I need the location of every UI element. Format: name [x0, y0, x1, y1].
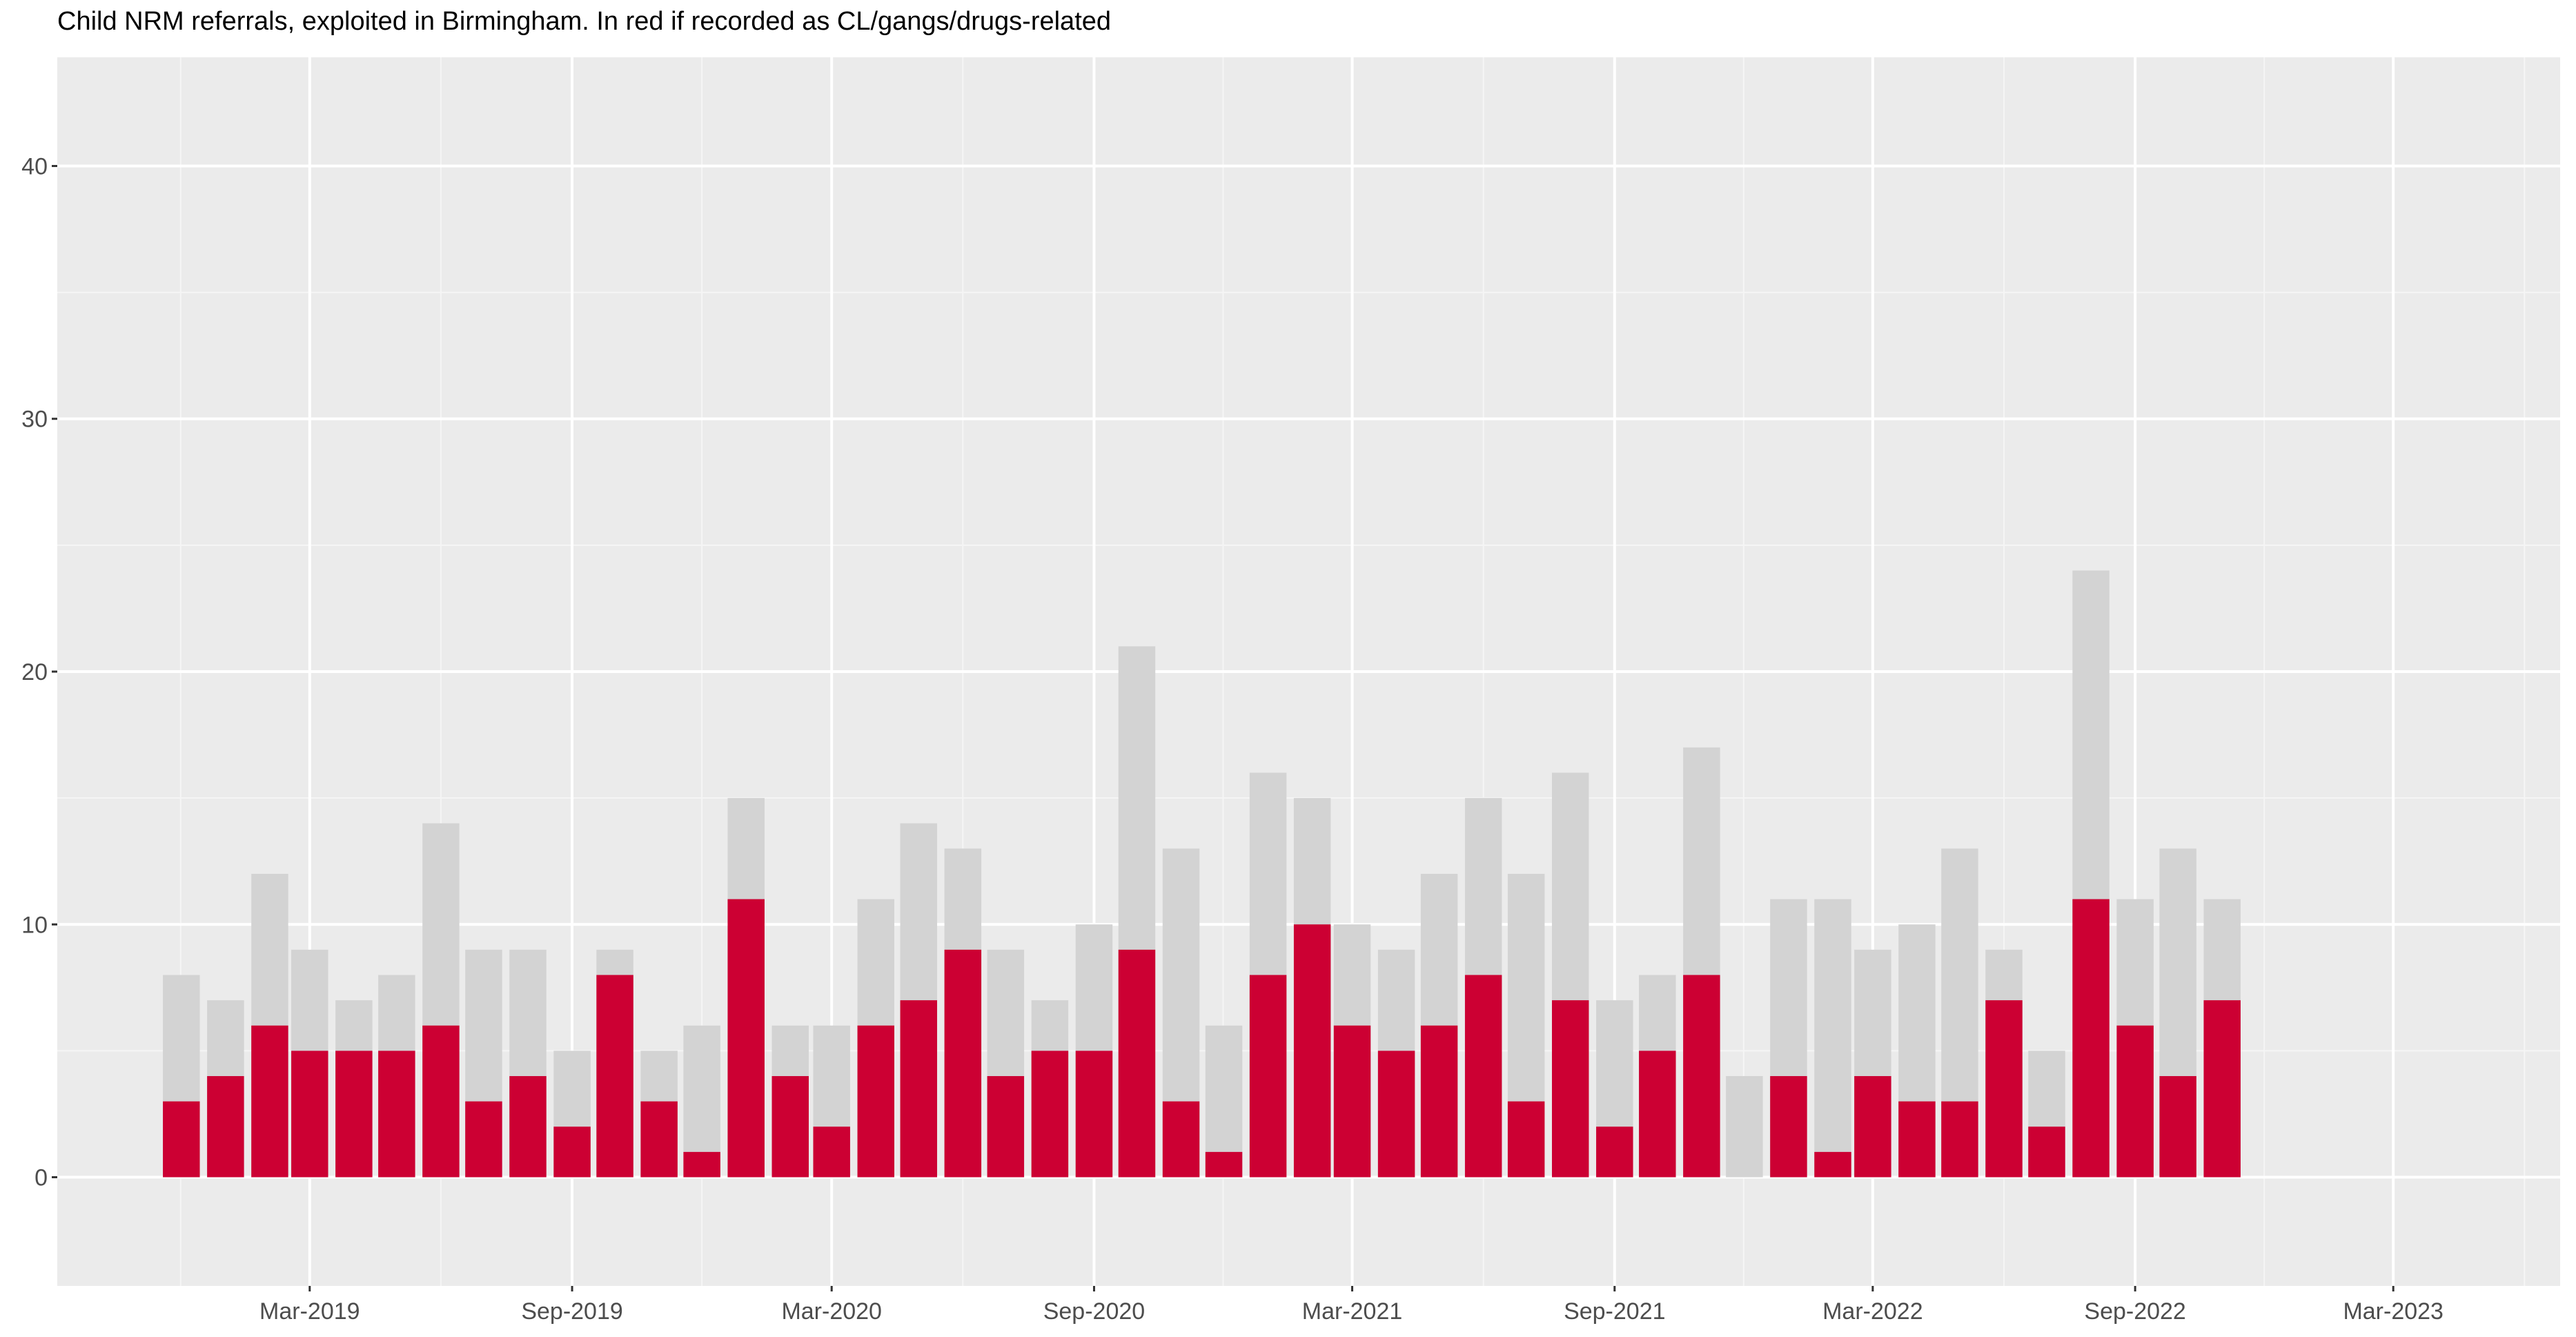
- y-tick-label: 40: [21, 153, 48, 179]
- cl-gangs-drugs-bar: [1596, 1126, 1633, 1178]
- cl-gangs-drugs-bar: [1941, 1101, 1978, 1178]
- cl-gangs-drugs-bar: [1205, 1151, 1243, 1178]
- cl-gangs-drugs-bar: [2116, 1025, 2154, 1178]
- cl-gangs-drugs-bar: [422, 1025, 460, 1178]
- cl-gangs-drugs-bar: [1854, 1076, 1891, 1178]
- cl-gangs-drugs-bar: [1464, 975, 1502, 1178]
- cl-gangs-drugs-bar: [813, 1126, 850, 1178]
- x-tick-label: Sep-2020: [1043, 1298, 1145, 1325]
- cl-gangs-drugs-bar: [553, 1126, 591, 1178]
- cl-gangs-drugs-bar: [1898, 1101, 1936, 1178]
- total-bar: [1814, 899, 1851, 1178]
- cl-gangs-drugs-bar: [683, 1151, 720, 1178]
- cl-gangs-drugs-bar: [465, 1101, 502, 1178]
- x-tick-label: Mar-2020: [781, 1298, 882, 1325]
- cl-gangs-drugs-bars: [163, 899, 2241, 1178]
- y-tick-label: 20: [21, 659, 48, 685]
- cl-gangs-drugs-bar: [2028, 1126, 2065, 1178]
- cl-gangs-drugs-bar: [1293, 924, 1331, 1178]
- cl-gangs-drugs-bar: [1031, 1051, 1069, 1178]
- x-tick-label: Sep-2019: [521, 1298, 622, 1325]
- y-tick-label: 10: [21, 912, 48, 938]
- cl-gangs-drugs-bar: [1377, 1051, 1415, 1178]
- cl-gangs-drugs-bar: [335, 1051, 373, 1178]
- cl-gangs-drugs-bar: [857, 1025, 895, 1178]
- cl-gangs-drugs-bar: [1639, 1051, 1676, 1178]
- cl-gangs-drugs-bar: [1770, 1076, 1807, 1178]
- chart-title: Child NRM referrals, exploited in Birmin…: [57, 7, 1112, 36]
- y-tick-label: 0: [35, 1165, 48, 1191]
- cl-gangs-drugs-bar: [944, 949, 982, 1178]
- cl-gangs-drugs-bar: [987, 1076, 1025, 1178]
- cl-gangs-drugs-bar: [1683, 975, 1720, 1178]
- cl-gangs-drugs-bar: [2159, 1076, 2196, 1178]
- cl-gangs-drugs-bar: [2203, 1000, 2241, 1178]
- x-tick-label: Sep-2022: [2084, 1298, 2185, 1325]
- cl-gangs-drugs-bar: [1075, 1051, 1113, 1178]
- cl-gangs-drugs-bar: [596, 975, 633, 1178]
- cl-gangs-drugs-bar: [1333, 1025, 1371, 1178]
- cl-gangs-drugs-bar: [2072, 899, 2110, 1178]
- cl-gangs-drugs-bar: [1118, 949, 1156, 1178]
- cl-gangs-drugs-bar: [1985, 1000, 2023, 1178]
- cl-gangs-drugs-bar: [291, 1051, 328, 1178]
- x-tick-label: Sep-2021: [1564, 1298, 1665, 1325]
- cl-gangs-drugs-bar: [727, 899, 765, 1178]
- cl-gangs-drugs-bar: [1249, 975, 1287, 1178]
- cl-gangs-drugs-bar: [509, 1076, 547, 1178]
- cl-gangs-drugs-bar: [640, 1101, 678, 1178]
- total-bar: [1726, 1076, 1763, 1178]
- y-axis: 0 10 20 30 40: [21, 153, 57, 1191]
- x-axis: Mar-2019 Sep-2019 Mar-2020 Sep-2020 Mar-2021…: [259, 1286, 2444, 1325]
- cl-gangs-drugs-bar: [251, 1025, 288, 1178]
- y-tick-label: 30: [21, 407, 48, 433]
- cl-gangs-drugs-bar: [378, 1051, 415, 1178]
- cl-gangs-drugs-bar: [771, 1076, 809, 1178]
- x-tick-label: Mar-2023: [2343, 1298, 2444, 1325]
- x-tick-label: Mar-2019: [259, 1298, 360, 1325]
- cl-gangs-drugs-bar: [900, 1000, 938, 1178]
- cl-gangs-drugs-bar: [1162, 1101, 1200, 1178]
- x-tick-label: Mar-2022: [1822, 1298, 1923, 1325]
- cl-gangs-drugs-bar: [207, 1076, 244, 1178]
- x-tick-label: Mar-2021: [1302, 1298, 1403, 1325]
- cl-gangs-drugs-bar: [163, 1101, 200, 1178]
- cl-gangs-drugs-bar: [1507, 1101, 1545, 1178]
- cl-gangs-drugs-bar: [1551, 1000, 1589, 1178]
- cl-gangs-drugs-bar: [1814, 1151, 1851, 1178]
- cl-gangs-drugs-bar: [1420, 1025, 1458, 1178]
